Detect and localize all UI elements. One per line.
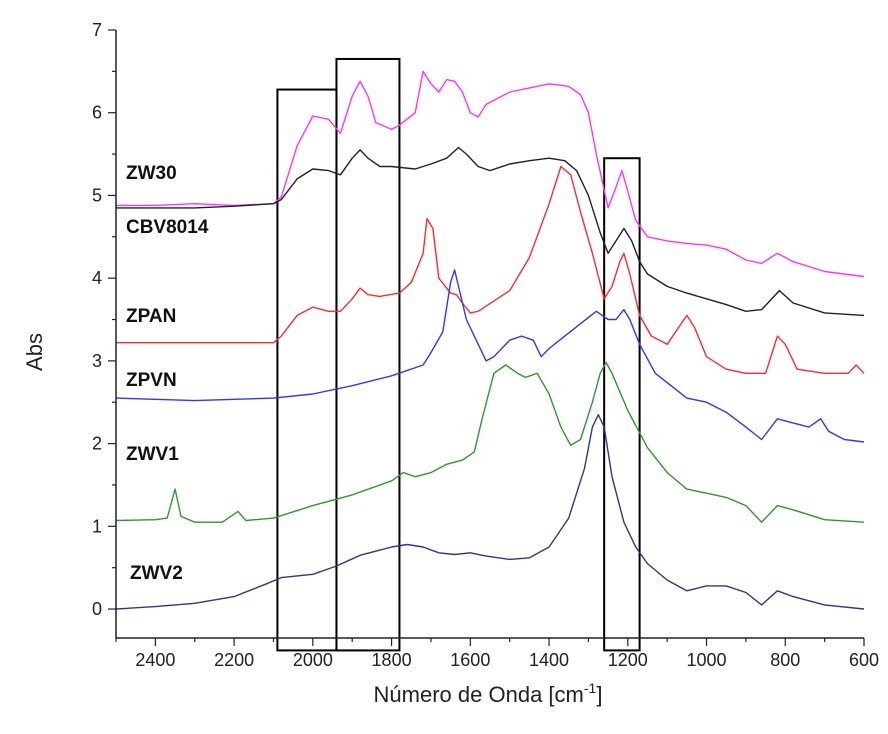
- y-tick-labels: 0 1 2 3 4 5 6 7: [92, 20, 102, 619]
- x-axis-title: Número de Onda [cm-1]: [374, 680, 603, 707]
- x-tick-label: 1600: [450, 650, 490, 670]
- x-axis-title-end: ]: [596, 682, 602, 707]
- y-tick-label: 1: [92, 516, 102, 536]
- x-tick-label: 2400: [135, 650, 175, 670]
- y-tick-label: 2: [92, 434, 102, 454]
- axes: [108, 29, 865, 646]
- y-tick-label: 0: [92, 599, 102, 619]
- x-tick-label: 1400: [529, 650, 569, 670]
- series-line-cbv8014: [116, 146, 865, 317]
- x-axis-title-sup: -1: [584, 680, 597, 696]
- series-line-zw30: [116, 70, 865, 278]
- x-tick-label: 800: [770, 650, 800, 670]
- series-label-zwv1: ZWV1: [126, 444, 179, 465]
- series-line-zwv2: [115, 414, 865, 610]
- x-tick-label: 1200: [608, 650, 648, 670]
- y-tick-label: 4: [92, 268, 102, 288]
- series-line-zpan: [116, 165, 865, 374]
- highlight-box-2: [335, 57, 401, 652]
- series-labels: ZW30 CBV8014 ZPAN ZPVN ZWV1 ZWV2: [126, 163, 209, 584]
- series-label-zpvn: ZPVN: [126, 370, 177, 391]
- series-line-zwv1: [115, 361, 865, 523]
- series-label-zpan: ZPAN: [126, 306, 176, 327]
- x-tick-labels: 2400 2200 2000 1800 1600 1400 1200 1000 800 600: [135, 650, 879, 670]
- y-tick-label: 7: [92, 20, 102, 40]
- x-tick-label: 2000: [293, 650, 333, 670]
- x-tick-label: 2200: [214, 650, 254, 670]
- x-tick-label: 1800: [372, 650, 412, 670]
- x-axis-title-main: Número de Onda [cm: [374, 682, 584, 707]
- y-tick-label: 6: [92, 103, 102, 123]
- y-tick-label: 3: [92, 351, 102, 371]
- series-label-cbv8014: CBV8014: [126, 217, 209, 238]
- series-line-zpvn: [115, 269, 865, 443]
- y-tick-label: 5: [92, 185, 102, 205]
- y-axis-title: Abs: [22, 333, 47, 371]
- series-lines: [115, 70, 865, 610]
- series-label-zwv2: ZWV2: [130, 563, 183, 584]
- highlight-box-3: [603, 157, 641, 652]
- highlight-box-1: [276, 88, 338, 652]
- series-label-zw30: ZW30: [126, 163, 177, 184]
- highlight-boxes: [276, 57, 641, 652]
- x-tick-label: 600: [849, 650, 879, 670]
- x-tick-label: 1000: [687, 650, 727, 670]
